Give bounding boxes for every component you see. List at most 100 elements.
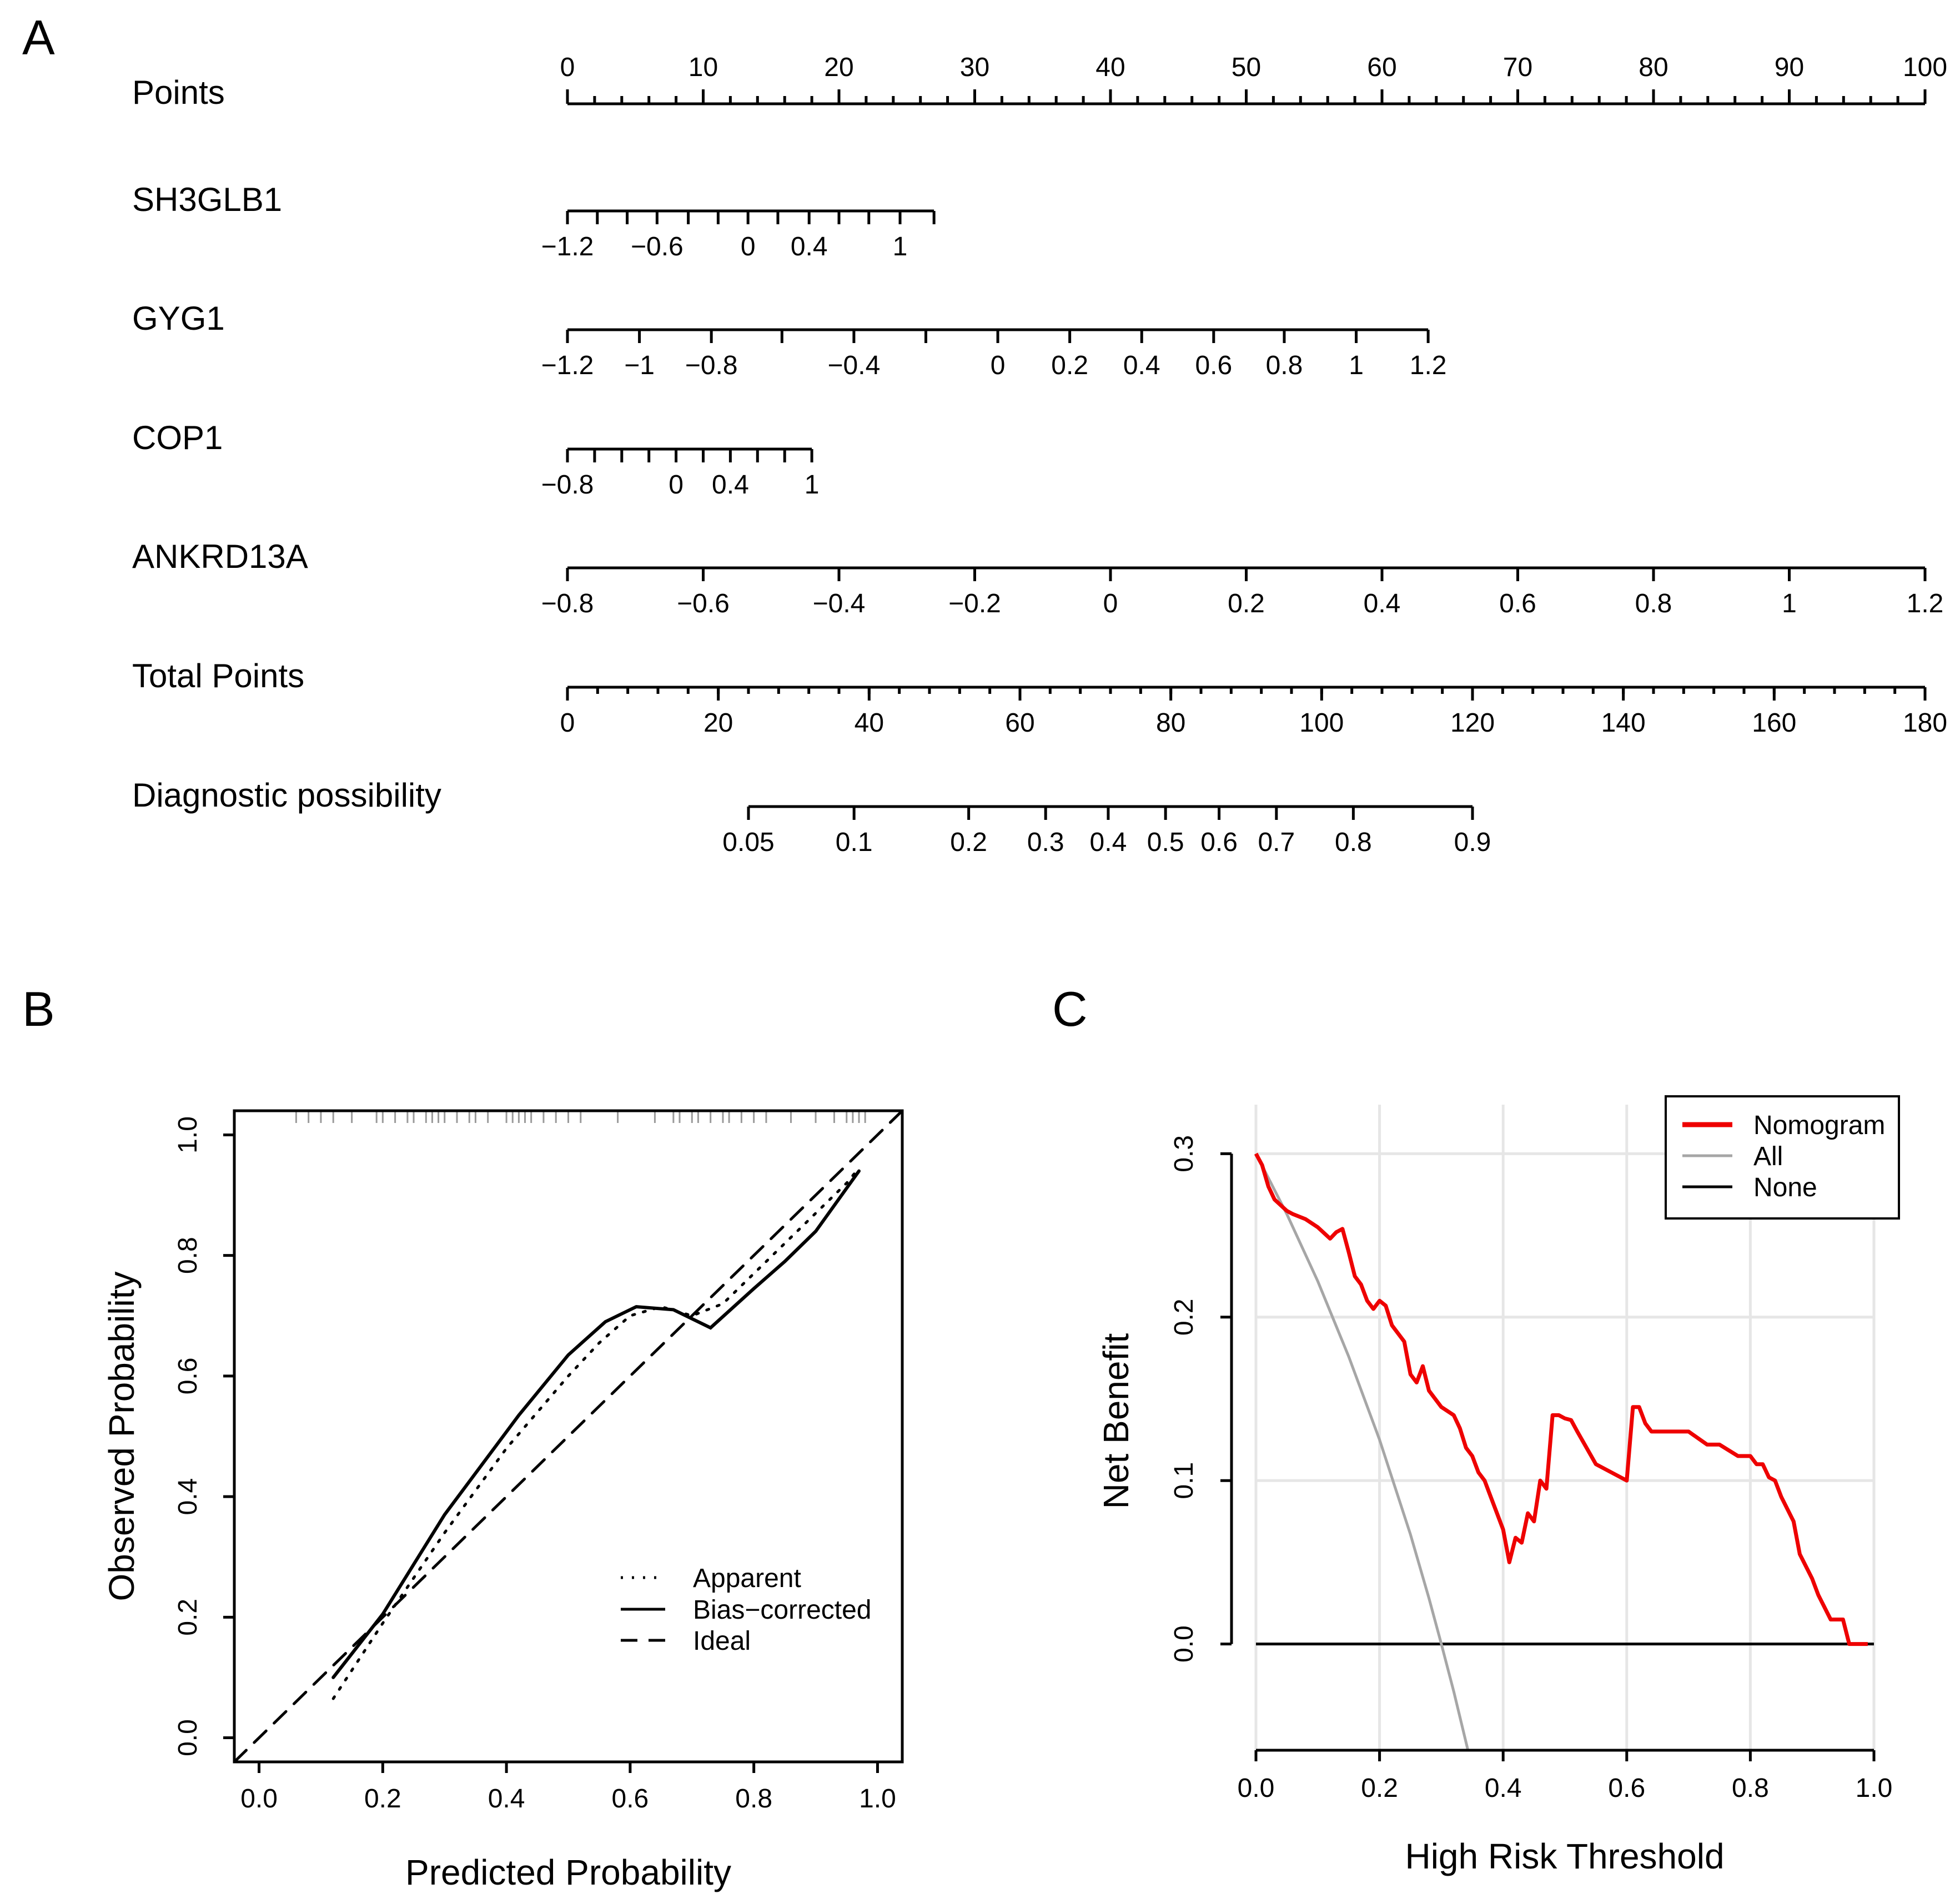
total-points-tick-label: 60 (1005, 708, 1034, 738)
total-points-tick-label: 160 (1752, 708, 1796, 738)
nomogram-row-label: GYG1 (132, 300, 225, 337)
probability-tick-label: 0.7 (1258, 828, 1295, 857)
points-tick-label: 30 (960, 53, 989, 82)
nomogram-row-label: Total Points (132, 657, 304, 694)
probability-tick-label: 0.05 (722, 828, 774, 857)
variable-tick-label: 0.4 (712, 470, 749, 500)
x-tick-label: 0.4 (1485, 1774, 1522, 1803)
variable-tick-label: −0.6 (631, 232, 684, 261)
variable-tick-label: 0.2 (1228, 589, 1265, 618)
series-apparent-line (331, 1166, 861, 1700)
calibration-plot-frame (233, 1109, 904, 1764)
variable-tick-label: −1.2 (541, 232, 594, 261)
variable-tick-label: −1.2 (541, 351, 594, 380)
series-bias-corrected-line (331, 1169, 861, 1679)
panel-label-c: C (1052, 981, 1088, 1036)
panel-label-b: B (22, 981, 55, 1036)
variable-tick-label: 0.6 (1195, 351, 1232, 380)
legend-box (1665, 1095, 1900, 1220)
y-tick-label: 0.4 (173, 1478, 203, 1515)
total-points-tick-label: 180 (1903, 708, 1947, 738)
probability-tick-label: 0.3 (1027, 828, 1064, 857)
nomogram-row-label: Diagnostic possibility (132, 777, 441, 814)
series-ideal-line (234, 1111, 902, 1762)
x-tick-label: 0.2 (364, 1784, 401, 1814)
variable-tick-label: 0.4 (1364, 589, 1401, 618)
x-tick-label: 0.6 (1608, 1774, 1645, 1803)
calibration-chart: 0.0 0.2 0.4 0.6 0.8 1.0 0.0 0.2 0.4 0.6 0.8 1.0 Pred… (102, 1109, 904, 1892)
total-points-tick-label: 140 (1601, 708, 1646, 738)
probability-tick-label: 0.5 (1147, 828, 1184, 857)
variable-tick-label: 1 (1782, 589, 1797, 618)
series-all-line (1254, 1153, 1470, 1751)
nomogram-row-label: Points (132, 74, 225, 111)
variable-tick-label: −0.8 (541, 470, 594, 500)
total-points-tick-label: 20 (703, 708, 733, 738)
legend-label: Bias−corrected (693, 1595, 872, 1625)
legend-label: Apparent (693, 1564, 801, 1593)
variable-tick-label: 0 (1103, 589, 1118, 618)
x-tick-label: 1.0 (859, 1784, 896, 1814)
x-tick-label: 0.0 (240, 1784, 278, 1814)
y-tick-label: 0.3 (1169, 1135, 1199, 1172)
points-tick-label: 20 (824, 53, 853, 82)
variable-tick-label: 1.2 (1410, 351, 1447, 380)
y-tick-label: 0.0 (173, 1719, 203, 1756)
x-tick-label: 0.0 (1238, 1774, 1275, 1803)
nomogram-row-label: SH3GLB1 (132, 181, 282, 218)
variable-tick-label: −0.4 (813, 589, 866, 618)
variable-tick-label: 0 (669, 470, 684, 500)
variable-tick-label: 0.4 (1123, 351, 1160, 380)
y-tick-label: 0.1 (1169, 1462, 1199, 1499)
points-tick-label: 90 (1775, 53, 1804, 82)
total-points-tick-label: 120 (1450, 708, 1495, 738)
nomogram-row-label: COP1 (132, 419, 223, 456)
probability-tick-label: 0.2 (950, 828, 987, 857)
variable-tick-label: 0.8 (1266, 351, 1303, 380)
y-axis-title: Net Benefit (1096, 1333, 1136, 1509)
probability-tick-label: 0.9 (1454, 828, 1491, 857)
x-tick-label: 0.6 (612, 1784, 649, 1814)
x-axis-title: Predicted Probability (405, 1852, 731, 1892)
points-tick-label: 60 (1367, 53, 1396, 82)
total-points-tick-label: 0 (560, 708, 575, 738)
x-tick-label: 0.2 (1361, 1774, 1398, 1803)
variable-tick-label: 1.2 (1907, 589, 1944, 618)
variable-tick-label: 0 (991, 351, 1006, 380)
variable-tick-label: −0.2 (948, 589, 1001, 618)
legend-label: All (1753, 1142, 1783, 1171)
y-tick-label: 0.0 (1169, 1625, 1199, 1663)
variable-tick-label: −1 (624, 351, 655, 380)
x-tick-label: 0.8 (1732, 1774, 1769, 1803)
x-axis-title: High Risk Threshold (1405, 1836, 1724, 1876)
y-axis-title: Observed Probability (102, 1271, 142, 1601)
variable-tick-label: 0.8 (1635, 589, 1672, 618)
y-tick-label: 0.6 (173, 1358, 203, 1395)
y-tick-label: 0.2 (173, 1599, 203, 1636)
variable-tick-label: 0.4 (791, 232, 828, 261)
nomogram-row-label: ANKRD13A (132, 538, 308, 575)
probability-tick-label: 0.6 (1200, 828, 1238, 857)
variable-tick-label: −0.8 (685, 351, 738, 380)
series-nomogram-line (1254, 1152, 1868, 1646)
points-tick-label: 0 (560, 53, 575, 82)
variable-tick-label: −0.8 (541, 589, 594, 618)
variable-tick-label: 0.2 (1051, 351, 1088, 380)
x-tick-label: 1.0 (1856, 1774, 1893, 1803)
probability-tick-label: 0.8 (1335, 828, 1372, 857)
variable-tick-label: −0.6 (677, 589, 730, 618)
points-tick-label: 50 (1232, 53, 1261, 82)
panel-label-a: A (22, 10, 55, 65)
legend-label: None (1753, 1173, 1817, 1202)
variable-tick-label: 1 (893, 232, 908, 261)
x-tick-label: 0.8 (735, 1784, 772, 1814)
probability-tick-label: 0.4 (1090, 828, 1127, 857)
points-tick-label: 100 (1903, 53, 1947, 82)
variable-tick-label: 1 (1349, 351, 1364, 380)
total-points-tick-label: 80 (1156, 708, 1185, 738)
points-tick-label: 80 (1639, 53, 1668, 82)
variable-tick-label: 1 (805, 470, 820, 500)
total-points-tick-label: 40 (855, 708, 884, 738)
